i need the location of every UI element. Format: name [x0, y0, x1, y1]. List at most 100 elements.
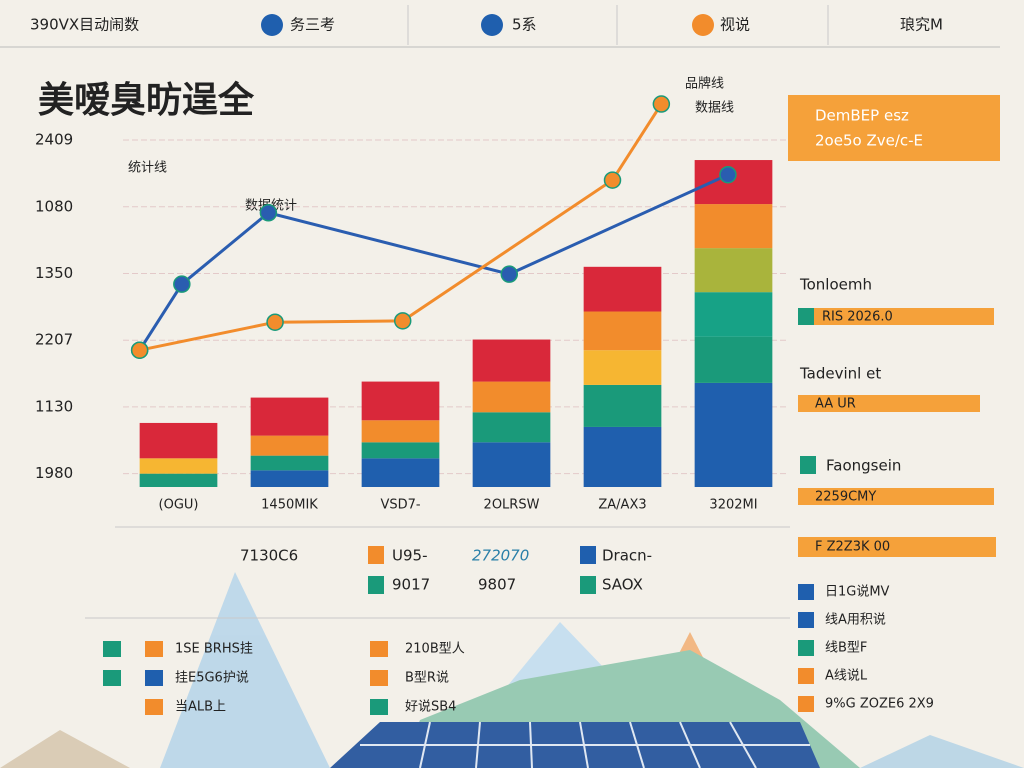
y-tick-label: 1350	[35, 264, 73, 282]
x-tick-label: 3202MI	[709, 498, 757, 513]
bar-segment	[472, 442, 551, 487]
line-point	[259, 204, 278, 222]
bar-segment	[694, 292, 773, 337]
side-bar-text: RIS 2026.0	[822, 310, 893, 325]
bottom-legend-text: 1SE BRHS挂	[175, 642, 253, 657]
annotation: 品牌线	[685, 76, 724, 92]
legend-swatch	[370, 641, 388, 657]
bottom-legend-text: 好说SB4	[405, 700, 456, 715]
side-bar-text: F Z2Z3K 00	[815, 540, 890, 555]
legend-label: 务三考	[290, 16, 335, 34]
side-swatch	[798, 668, 814, 684]
y-tick-label: 1080	[35, 197, 73, 215]
legend-swatch	[368, 546, 384, 564]
mid-legend-text: 272070	[472, 547, 529, 565]
bar-segment	[139, 458, 218, 474]
mid-legend-text: 9017	[392, 576, 430, 594]
bar-segment	[583, 350, 662, 385]
bar-segment	[250, 470, 329, 487]
legend-swatch	[580, 576, 596, 594]
side-bar	[798, 395, 980, 412]
side-label: Faongsein	[826, 457, 901, 475]
side-list: 线B型F	[825, 641, 867, 656]
side-label: Tadevinl et	[799, 365, 881, 383]
legend-swatch	[580, 546, 596, 564]
legend-swatch	[370, 699, 388, 715]
side-swatch	[798, 612, 814, 628]
bar-segment	[361, 458, 440, 487]
x-tick-label: (OGU)	[159, 498, 199, 513]
background-art	[0, 572, 1024, 768]
legend-dot	[261, 14, 283, 36]
mid-legend-text: SAOX	[602, 576, 643, 594]
bar-segment	[139, 473, 218, 487]
side-list: 9%G ZOZE6 2X9	[825, 697, 934, 712]
bottom-legend-text: B型R说	[405, 671, 449, 686]
side-label: Tonloemh	[799, 276, 872, 294]
bar-segment	[694, 336, 773, 383]
side-swatch	[800, 456, 816, 474]
legend-label: 视说	[720, 16, 750, 34]
line-point	[266, 313, 284, 331]
line-point	[500, 265, 519, 283]
side-swatch	[798, 640, 814, 656]
side-bar	[798, 537, 996, 557]
bar-segment	[694, 382, 773, 487]
bar-segment	[472, 412, 551, 443]
x-tick-label: 1450MIK	[261, 498, 318, 513]
header-dividers	[407, 5, 829, 45]
x-tick-label: ZA/AX3	[598, 498, 646, 513]
line-point	[652, 95, 671, 113]
info-box-text: 2oe5o Zve/c-E	[815, 132, 923, 150]
side-bar	[798, 308, 994, 325]
bar-segment	[583, 266, 662, 312]
bar-segment	[250, 435, 329, 456]
bar-segment	[583, 426, 662, 487]
x-tick-label: 2OLRSW	[484, 498, 540, 513]
line-point	[603, 171, 622, 189]
mid-legend-text: Dracn-	[602, 547, 652, 565]
bar-segment	[250, 455, 329, 471]
side-swatch	[798, 584, 814, 600]
bar-segment	[472, 381, 551, 413]
legend-dot	[692, 14, 714, 36]
legend-swatch	[103, 670, 121, 686]
bar-segment	[361, 442, 440, 459]
bar-segment	[694, 160, 773, 205]
info-box	[788, 95, 1000, 161]
legend-swatch	[145, 670, 163, 686]
mid-legend-text: U95-	[392, 547, 427, 565]
header-brand: 390VX目动闹数	[30, 16, 139, 34]
legend-swatch	[368, 576, 384, 594]
annotation: 数据线	[695, 101, 734, 116]
legend-dot	[481, 14, 503, 36]
legend-swatch	[370, 670, 388, 686]
line-point	[393, 312, 412, 330]
y-tick-label: 1130	[35, 397, 73, 415]
line-point	[719, 165, 737, 184]
side-bar	[798, 488, 994, 505]
bar-segment	[361, 420, 440, 443]
side-bar-text: 2259CMY	[815, 490, 876, 505]
bottom-legend-text: 210B型人	[405, 642, 465, 657]
bottom-legend-text: 挂E5G6护说	[175, 671, 249, 686]
legend-swatch	[145, 641, 163, 657]
bar-segment	[250, 397, 329, 436]
side-list: 日1G说MV	[825, 585, 890, 600]
line-point	[173, 275, 191, 293]
legend-swatch	[145, 699, 163, 715]
legend-swatch	[103, 641, 121, 657]
side-swatch	[798, 696, 814, 712]
x-tick-label: VSD7-	[380, 498, 420, 513]
info-box-text: DemBEP esz	[815, 107, 909, 125]
annotation: 统计线	[128, 161, 167, 176]
bar-segment	[472, 339, 551, 382]
bar-segment	[583, 311, 662, 351]
mid-legend-text: 7130C6	[240, 547, 298, 565]
bar-segment	[694, 248, 773, 293]
mid-legend-text: 9807	[478, 576, 516, 594]
header-right: 琅究M	[900, 16, 943, 34]
bar-segment	[361, 381, 440, 421]
y-tick-label: 2207	[35, 331, 73, 349]
